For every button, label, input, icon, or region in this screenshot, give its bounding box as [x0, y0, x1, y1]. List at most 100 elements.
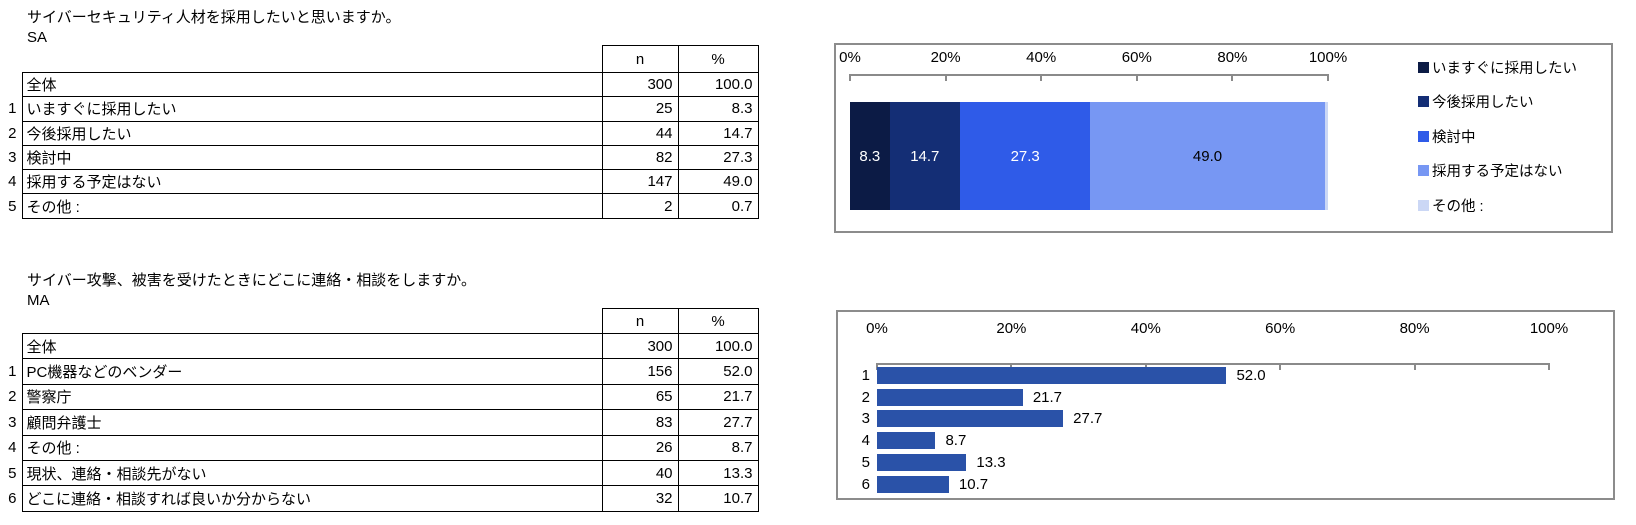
- category-cell: PC機器などのベンダー: [21, 358, 603, 385]
- category-cell: 警察庁: [21, 383, 603, 411]
- axis-tick: [1413, 363, 1416, 370]
- axis-tick: [1135, 74, 1138, 81]
- bar-value-label: 10.7: [958, 475, 989, 493]
- segment-value-label: 49.0: [1192, 147, 1223, 165]
- table-header-row: n %: [8, 45, 759, 73]
- row-number: 3: [8, 149, 17, 167]
- bar-category-label: 5: [861, 453, 870, 471]
- stacked-bar-chart-frame: 0% 20% 40% 60% 80% 100% 8.3 14.7 27.3 49.0 いますぐに…: [834, 43, 1613, 233]
- table-row: 6 どこに連絡・相談すれば良いか分からない 32 10.7: [8, 485, 759, 512]
- table-row: 3 顧問弁護士 83 27.7: [8, 409, 759, 436]
- table-row: 4 その他 :26 8.7: [8, 434, 759, 461]
- table-header-row: n %: [8, 308, 759, 334]
- axis-tick: [849, 74, 851, 81]
- legend-swatch: [1418, 96, 1429, 107]
- pct-cell: 100.0: [677, 71, 759, 98]
- category-cell: いますぐに採用したい: [21, 96, 603, 122]
- category-cell: どこに連絡・相談すれば良いか分からない: [21, 485, 603, 512]
- category-cell: 全体: [21, 332, 603, 360]
- legend-label: 採用する予定はない: [1432, 164, 1563, 180]
- legend-swatch: [1418, 199, 1429, 211]
- bar-value-label: 8.7: [945, 432, 967, 450]
- header-spacer: [8, 309, 22, 334]
- n-cell: 32: [601, 485, 679, 512]
- n-cell: 65: [601, 383, 679, 411]
- axis-tick-label: 60%: [1265, 320, 1296, 337]
- table-row: 2 警察庁 65 21.7: [8, 383, 759, 411]
- row-number: 1: [8, 363, 17, 381]
- row-number: 1: [8, 100, 17, 118]
- pct-cell: 0.7: [677, 193, 759, 219]
- col-header-n: n: [601, 45, 679, 73]
- bar-category-label: 2: [861, 388, 870, 406]
- axis-line-segment: [877, 363, 1549, 365]
- bar-chart-frame: 0% 20% 40% 60% 80% 100% 52.0 21.7 27.7 8.7 13.3 10…: [836, 310, 1615, 500]
- table-row: 2 今後採用したい 44 14.7: [8, 120, 759, 146]
- stacked-bar: 8.3 14.7 27.3 49.0: [850, 102, 1328, 210]
- bar: [877, 453, 967, 471]
- legend-item: 今後採用したい: [1418, 93, 1534, 111]
- pct-cell: 10.7: [677, 485, 759, 512]
- x-axis-line: [876, 363, 1550, 372]
- axis-tick: [944, 74, 947, 81]
- bar: [877, 388, 1023, 406]
- answer-type-2-label: MA: [27, 292, 50, 309]
- stacked-bar-segment: 49.0: [1090, 102, 1325, 210]
- row-number: 5: [8, 464, 17, 482]
- axis-line-segment: [850, 74, 1328, 76]
- axis-tick-label: 0%: [866, 320, 888, 337]
- col-header-pct: %: [677, 45, 759, 73]
- stacked-bar-segment: [1324, 102, 1328, 210]
- stacked-bar-segment: 27.3: [959, 102, 1091, 210]
- table-row: 全体 300 100.0: [8, 71, 759, 98]
- x-axis-tick-labels: 0% 20% 40% 60% 80% 100%: [866, 320, 1568, 338]
- answer-type-1-label: SA: [27, 29, 48, 46]
- axis-tick-label: 20%: [996, 320, 1027, 337]
- row-number: 4: [8, 439, 17, 457]
- bar: [877, 410, 1064, 428]
- bar-category-label: 1: [861, 367, 870, 384]
- legend-swatch: [1418, 61, 1429, 73]
- axis-tick: [1231, 74, 1234, 81]
- chart-legend: いますぐに採用したい 今後採用したい 検討中 採用する予定はない その他 :: [1418, 45, 1608, 231]
- row-number: 4: [8, 173, 17, 191]
- col-header-n: n: [601, 308, 679, 334]
- header-spacer: [22, 309, 602, 334]
- pct-cell: 52.0: [677, 358, 759, 385]
- segment-value-label: 27.3: [1010, 147, 1040, 165]
- n-cell: 82: [601, 144, 679, 171]
- survey-table-1: n % 全体 300 100.0 1 いますぐに採用したい 25 8.3 2 今後採用したい 44…: [8, 45, 759, 219]
- bar: [877, 367, 1227, 384]
- pct-cell: 8.7: [677, 434, 759, 461]
- bar-value-label: 21.7: [1032, 388, 1063, 406]
- n-cell: 300: [601, 332, 679, 360]
- pct-cell: 13.3: [677, 459, 759, 487]
- pct-cell: 49.0: [677, 169, 759, 195]
- segment-value-label: 8.3: [859, 147, 881, 165]
- axis-tick-label: 60%: [1121, 49, 1152, 66]
- col-header-pct: %: [677, 308, 759, 334]
- pct-cell: 21.7: [677, 383, 759, 411]
- n-cell: 156: [601, 358, 679, 385]
- table-row: 全体 300 100.0: [8, 332, 759, 360]
- legend-label: いますぐに採用したい: [1432, 60, 1577, 77]
- category-cell: 全体: [21, 71, 603, 98]
- axis-tick-label: 100%: [1308, 49, 1348, 66]
- category-cell: その他 :: [21, 193, 603, 219]
- table-row: 5 現状、連絡・相談先がない 40 13.3: [8, 459, 759, 487]
- table-row: 4 採用する予定はない 147 49.0: [8, 169, 759, 195]
- row-number: 2: [8, 124, 17, 142]
- table-row: 3 検討中 82 27.3: [8, 144, 759, 171]
- legend-label: 検討中: [1432, 129, 1476, 146]
- bar-category-label: 6: [861, 475, 870, 493]
- axis-tick-label: 0%: [839, 49, 861, 66]
- n-cell: 40: [601, 459, 679, 487]
- axis-tick: [1144, 363, 1147, 370]
- legend-item: 検討中: [1418, 127, 1476, 146]
- legend-item: いますぐに採用したい: [1418, 58, 1577, 77]
- bar-value-label: 52.0: [1236, 367, 1266, 384]
- pct-cell: 100.0: [677, 332, 759, 360]
- n-cell: 26: [601, 434, 679, 461]
- segment-value-label: 14.7: [910, 147, 940, 165]
- n-cell: 300: [601, 71, 679, 98]
